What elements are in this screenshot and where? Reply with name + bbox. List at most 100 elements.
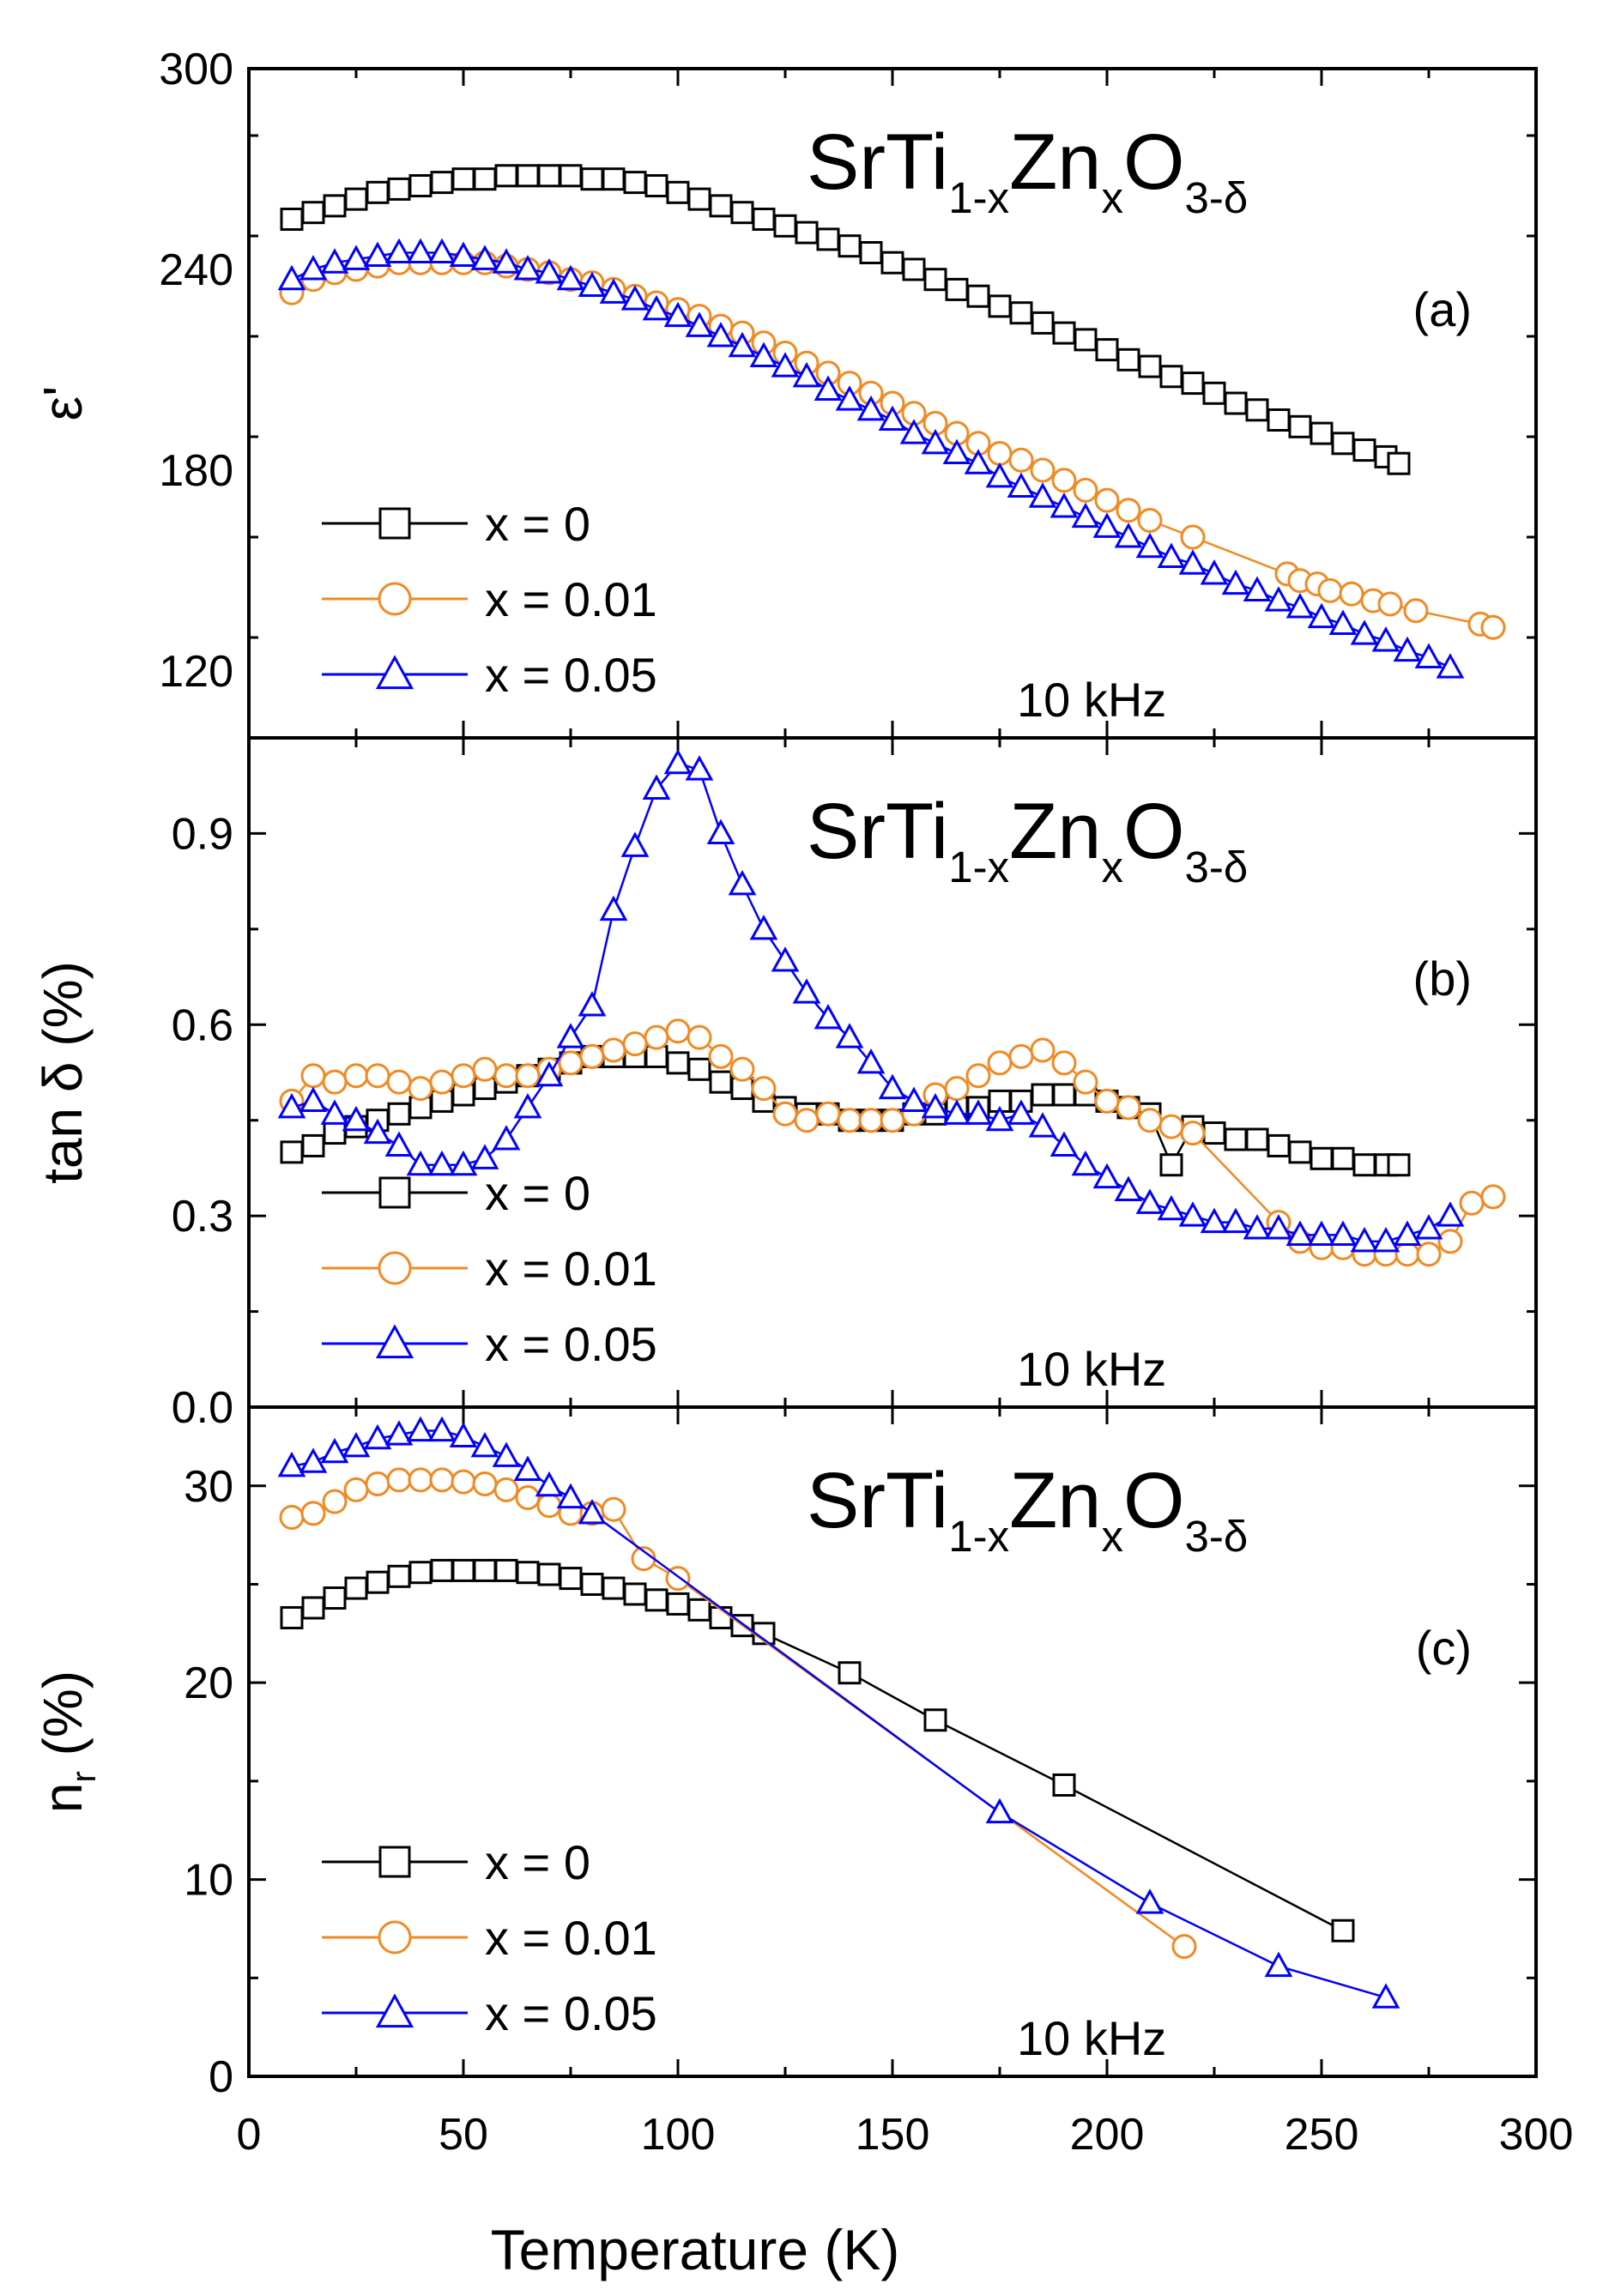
data-point [899, 419, 928, 444]
legend-marker [378, 1846, 411, 1878]
data-point [320, 1437, 349, 1464]
data-point [342, 1431, 371, 1458]
data-point [1243, 576, 1272, 601]
data-point [666, 180, 690, 204]
data-point [516, 164, 540, 188]
data-point [1135, 532, 1164, 559]
y-axis-title: ε' [32, 386, 94, 421]
data-point [1171, 1934, 1197, 1960]
x-tick-label: 50 [439, 2110, 488, 2160]
data-point [1181, 372, 1205, 396]
data-point [323, 1121, 347, 1145]
data-point [663, 748, 693, 775]
data-point [1095, 338, 1119, 362]
data-point [964, 1099, 993, 1125]
data-point [1157, 1194, 1186, 1221]
data-point [513, 1092, 542, 1119]
data-point [343, 1477, 369, 1502]
data-point [470, 1144, 499, 1169]
data-point [344, 1576, 368, 1600]
data-point [601, 1496, 626, 1522]
data-point [771, 352, 800, 378]
data-point [323, 194, 347, 218]
data-point [1114, 1175, 1143, 1201]
data-point [623, 1582, 647, 1606]
data-point [794, 1108, 820, 1133]
data-point [323, 1586, 347, 1610]
data-point [1031, 311, 1055, 335]
data-point [556, 1483, 585, 1509]
data-point [965, 1063, 991, 1089]
data-point [1436, 653, 1465, 679]
data-point [1310, 421, 1334, 445]
data-point [815, 1101, 841, 1127]
data-point [1116, 1095, 1141, 1121]
data-point [451, 1558, 475, 1582]
data-point [1135, 1188, 1164, 1214]
data-point [835, 1023, 864, 1048]
data-point [365, 1471, 390, 1496]
data-point [985, 1798, 1014, 1824]
data-point [1264, 586, 1293, 612]
data-point [728, 331, 757, 358]
data-point [856, 1048, 886, 1074]
data-point [921, 1092, 950, 1119]
legend-marker [378, 1920, 412, 1955]
data-point [1245, 398, 1269, 422]
x-axis-title: Temperature (K) [491, 2218, 900, 2281]
data-point [923, 268, 947, 292]
data-point [427, 1416, 457, 1442]
data-point [344, 187, 368, 211]
data-point [792, 361, 821, 388]
data-point [301, 1133, 325, 1157]
data-point [535, 1471, 564, 1497]
data-point [1350, 1226, 1379, 1253]
data-point [923, 1708, 947, 1732]
y-tick-label: 0.3 [172, 1192, 233, 1242]
data-point [1394, 1242, 1420, 1267]
data-point [1094, 487, 1120, 513]
data-point [1221, 569, 1250, 595]
data-point [1414, 1214, 1443, 1240]
panel-frame [247, 1405, 1538, 2078]
data-point [556, 1023, 585, 1048]
data-point [280, 1605, 304, 1629]
data-point [1328, 1220, 1358, 1246]
data-point [752, 208, 776, 231]
data-point [1031, 1083, 1055, 1107]
data-point [1480, 1184, 1506, 1210]
data-point [1414, 643, 1443, 668]
data-point [709, 194, 733, 218]
data-point [320, 1099, 349, 1125]
data-point [449, 241, 478, 267]
data-point [1245, 1127, 1269, 1151]
data-point [642, 294, 671, 321]
data-point [1264, 1951, 1293, 1978]
data-point [1371, 1983, 1400, 2009]
data-point [814, 1003, 843, 1030]
data-point [706, 819, 735, 844]
data-point [1049, 1131, 1079, 1157]
data-point [430, 171, 454, 195]
data-point [899, 1086, 928, 1112]
data-point [1371, 626, 1400, 652]
data-point [1200, 1207, 1229, 1234]
data-point [1157, 542, 1186, 568]
legend-label: x = 0.01 [485, 1242, 657, 1296]
data-point [665, 1018, 691, 1044]
y-tick-label: 0 [209, 2052, 233, 2102]
data-point [1371, 1226, 1400, 1253]
data-point [663, 301, 693, 328]
data-point [601, 1037, 626, 1063]
data-point [280, 208, 304, 231]
data-point [642, 774, 671, 800]
data-point [427, 238, 457, 264]
panel-c: 0 10 20 30 nr (%) x = 0 x = 0.01 x = 0.05 SrTi1-… [32, 1405, 1538, 2102]
data-point [515, 1063, 541, 1089]
data-point [1052, 321, 1076, 345]
frequency-label: 10 kHz [1017, 673, 1166, 727]
data-point [277, 1451, 306, 1477]
data-point [1307, 602, 1336, 629]
legend-marker [375, 1324, 414, 1359]
